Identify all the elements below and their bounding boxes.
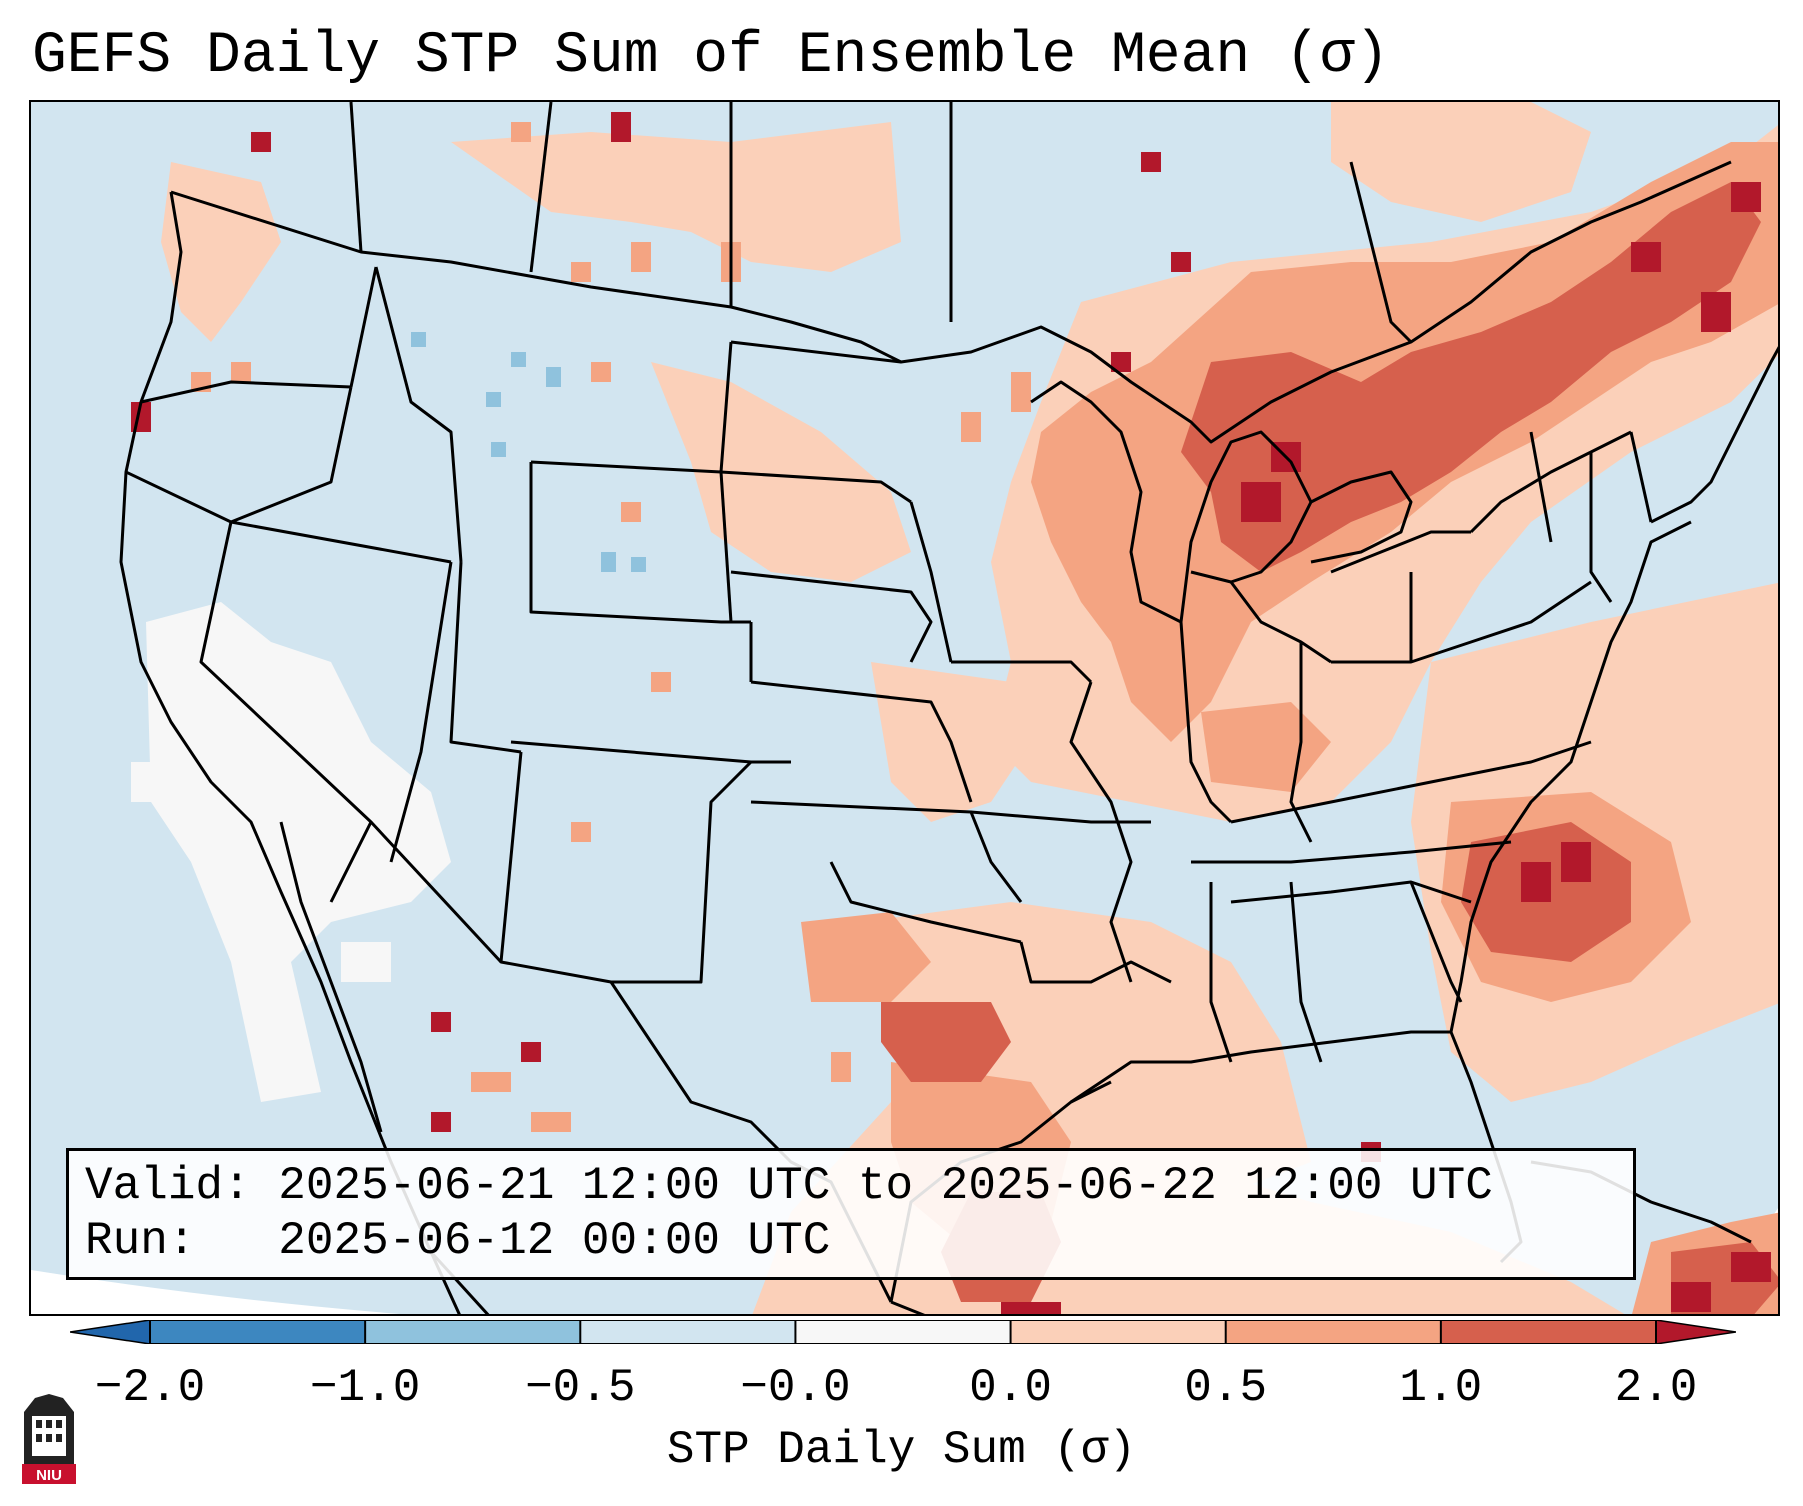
- boundaries: [119, 102, 1778, 1314]
- colorbar-segment: [365, 1320, 581, 1344]
- near-zero-region: [131, 602, 451, 1102]
- niu-logo-icon: NIU: [22, 1394, 76, 1484]
- run-label: Run:: [85, 1215, 196, 1267]
- logo-text: NIU: [36, 1467, 62, 1484]
- valid-value: 2025-06-21 12:00 UTC to 2025-06-22 12:00…: [278, 1160, 1493, 1212]
- colorbar-segment: [1225, 1320, 1442, 1344]
- colorbar-extend-high: [1655, 1320, 1736, 1344]
- colorbar: [70, 1320, 1736, 1344]
- valid-label: Valid:: [85, 1160, 251, 1212]
- colorbar-tick-label: 2.0: [1614, 1362, 1698, 1414]
- colorbar-tick-label: −0.5: [525, 1362, 636, 1414]
- colorbar-label: STP Daily Sum (σ): [666, 1424, 1137, 1476]
- colorbar-tick-label: −0.0: [740, 1362, 851, 1414]
- colorbar-tick-label: 1.0: [1399, 1362, 1483, 1414]
- colorbar-tick-label: 0.0: [969, 1362, 1052, 1414]
- colorbar-tick-label: 0.5: [1184, 1362, 1268, 1414]
- scattered-cells: [191, 122, 1031, 1182]
- map-canvas: [31, 102, 1778, 1314]
- negative-cells: [411, 332, 646, 572]
- run-value: 2025-06-12 00:00 UTC: [278, 1215, 831, 1267]
- chart-title: GEFS Daily STP Sum of Ensemble Mean (σ): [32, 24, 1390, 89]
- colorbar-tick-label: −2.0: [94, 1362, 206, 1414]
- colorbar-segment: [150, 1320, 366, 1344]
- colorbar-segment: [795, 1320, 1012, 1344]
- colorbar-segment: [1010, 1320, 1227, 1344]
- map-panel: [29, 100, 1780, 1316]
- colorbar-tick-label: −1.0: [309, 1362, 421, 1414]
- colorbar-segment: [1440, 1320, 1657, 1344]
- colorbar-segment: [580, 1320, 796, 1344]
- out-of-domain-area: [31, 1270, 400, 1314]
- valid-run-box: Valid: 2025-06-21 12:00 UTC to 2025-06-2…: [66, 1148, 1636, 1280]
- colorbar-extend-low: [70, 1320, 151, 1344]
